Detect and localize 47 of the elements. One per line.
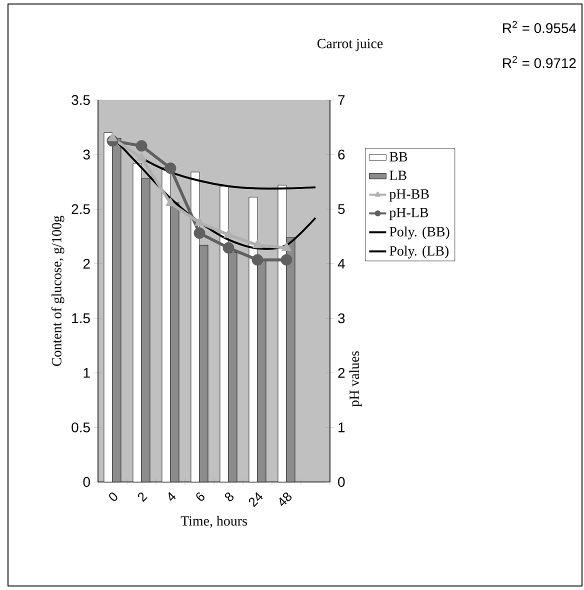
point xyxy=(136,152,147,161)
point xyxy=(136,140,148,152)
text: R$^{2}$ = 0.9712 xyxy=(503,56,576,68)
y-tick-label: 2.5 xyxy=(72,204,90,214)
y-tick-label: 1.5 xyxy=(72,313,90,324)
y-tick-label: 1 xyxy=(84,368,90,378)
x-tick-label: 2 xyxy=(138,492,148,502)
x-tick-label: 4 xyxy=(168,492,176,501)
point xyxy=(281,242,292,251)
y-axis-title: Content of glucose, g/100g xyxy=(51,216,64,366)
x-tick-label: 0 xyxy=(109,492,118,501)
point xyxy=(222,242,234,254)
y-tick-label: 2 xyxy=(83,258,90,269)
legend-label: Poly. (LB) xyxy=(390,246,448,258)
text: R$^{2}$ = 0.9554 xyxy=(503,20,576,34)
point xyxy=(252,239,263,248)
point xyxy=(194,217,205,226)
x-tick-label: 6 xyxy=(196,492,204,501)
point xyxy=(280,254,292,266)
y2-tick-label: 7 xyxy=(338,95,345,105)
y2-tick-label: 5 xyxy=(338,204,345,214)
legend-label: LB xyxy=(390,170,406,180)
point xyxy=(107,132,118,142)
legend-label: pH-BB xyxy=(389,189,429,202)
y2-tick-label: 0 xyxy=(338,477,345,487)
x-tick-label: 8 xyxy=(224,492,234,502)
y2-tick-label: 2 xyxy=(338,368,345,378)
y-tick-label: 3 xyxy=(83,150,90,160)
y2-axis-title: pH values xyxy=(349,351,362,407)
legend-label: pH-LB xyxy=(389,208,428,220)
legend-label: BB xyxy=(390,152,408,162)
point xyxy=(194,227,206,239)
y2-tick-label: 1 xyxy=(338,422,345,432)
y-tick-label: 0.5 xyxy=(72,422,90,432)
y2-tick-label: 4 xyxy=(338,258,345,269)
point xyxy=(164,162,176,174)
y-tick-label: 0 xyxy=(83,477,90,487)
point xyxy=(252,254,264,266)
y-tick-label: 3.5 xyxy=(72,95,90,105)
point xyxy=(165,197,176,206)
y2-tick-label: 3 xyxy=(338,313,345,324)
chart-title: Carrot juice xyxy=(317,38,383,52)
y2-tick-label: 6 xyxy=(338,150,345,160)
x-tick-label: 24 xyxy=(248,492,263,508)
legend-label: Poly. (BB) xyxy=(390,226,450,240)
x-tick-label: 48 xyxy=(280,492,292,506)
x-axis-title: Time, hours xyxy=(180,516,247,528)
